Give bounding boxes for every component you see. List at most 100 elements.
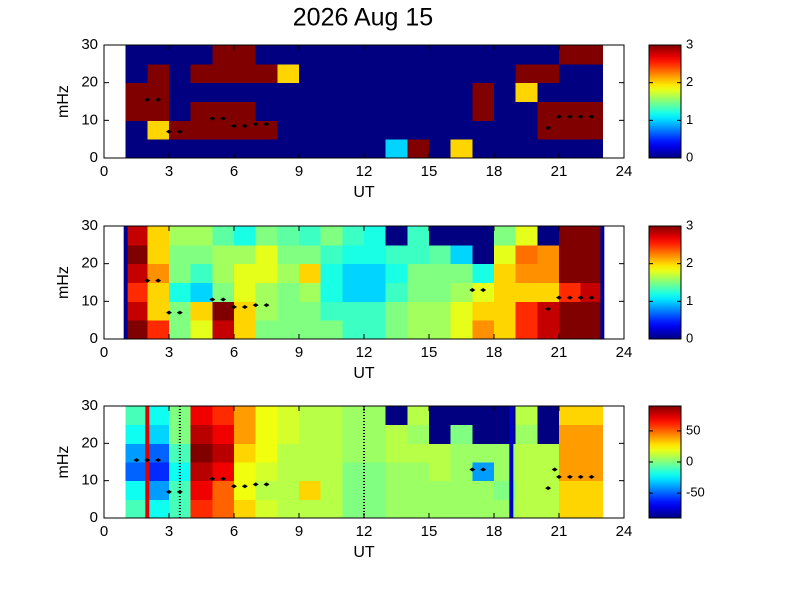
heat-cell bbox=[190, 101, 213, 121]
heat-cell bbox=[212, 499, 235, 519]
colorbar bbox=[648, 44, 682, 159]
heat-cell bbox=[212, 63, 235, 84]
heat-cell bbox=[255, 424, 278, 444]
heat-cell bbox=[299, 82, 322, 102]
heat-cell bbox=[212, 282, 235, 302]
x-tick-label: 6 bbox=[230, 344, 238, 361]
marker bbox=[241, 484, 248, 489]
heat-cell bbox=[429, 462, 452, 482]
heat-cell bbox=[472, 244, 495, 265]
heat-cell bbox=[580, 263, 603, 283]
heat-cell bbox=[234, 499, 257, 519]
heat-cell bbox=[255, 480, 278, 500]
heat-cell bbox=[212, 139, 235, 159]
heat-cell bbox=[364, 263, 387, 283]
heat-cell bbox=[580, 301, 603, 321]
x-tick-label: 3 bbox=[165, 163, 173, 180]
heat-cell bbox=[299, 139, 322, 159]
heat-cell bbox=[429, 301, 452, 321]
heat-cell bbox=[147, 462, 170, 482]
heat-cell bbox=[255, 45, 278, 65]
heat-cell bbox=[320, 301, 343, 321]
heat-cell bbox=[494, 282, 517, 302]
heat-cell bbox=[342, 82, 365, 102]
heat-cell bbox=[364, 462, 387, 482]
heat-cell bbox=[125, 120, 148, 140]
x-tick-label: 12 bbox=[356, 344, 373, 361]
heat-cell bbox=[320, 63, 343, 84]
heat-cell bbox=[277, 480, 300, 500]
marker bbox=[480, 288, 487, 293]
colorbar-tick-label: 1 bbox=[686, 293, 693, 308]
heat-cell bbox=[299, 63, 322, 84]
heat-cell bbox=[125, 320, 148, 340]
y-tick-label: 20 bbox=[81, 434, 98, 451]
heat-cell bbox=[255, 282, 278, 302]
heat-cell bbox=[515, 406, 538, 426]
heat-cell bbox=[342, 101, 365, 121]
heat-cell bbox=[580, 424, 603, 444]
marker bbox=[133, 458, 140, 463]
heat-cell bbox=[277, 244, 300, 265]
y-tick-label: 30 bbox=[81, 36, 98, 53]
heat-cell bbox=[364, 443, 387, 463]
x-tick-label: 9 bbox=[295, 344, 303, 361]
heat-cell bbox=[169, 82, 192, 102]
heat-cell bbox=[429, 120, 452, 140]
heat-cell bbox=[580, 443, 603, 463]
heat-cell bbox=[234, 263, 257, 283]
heat-cell bbox=[450, 320, 473, 340]
heat-cell bbox=[364, 63, 387, 84]
marker bbox=[220, 297, 227, 302]
x-tick-label: 21 bbox=[551, 344, 568, 361]
colorbar-tick-label: 3 bbox=[686, 217, 693, 232]
heat-cell bbox=[125, 226, 148, 246]
x-tick-label: 21 bbox=[551, 523, 568, 540]
heat-cell bbox=[472, 63, 495, 84]
heat-cell bbox=[342, 244, 365, 265]
colorbar-tick-label: 0 bbox=[686, 453, 693, 468]
heat-cell bbox=[450, 226, 473, 246]
chart-title: 2026 Aug 15 bbox=[293, 4, 433, 32]
heat-cell bbox=[407, 101, 430, 121]
heat-cell bbox=[537, 139, 560, 159]
heat-cell bbox=[342, 282, 365, 302]
heat-cell bbox=[234, 480, 257, 500]
heat-cell bbox=[342, 499, 365, 519]
heat-cell bbox=[472, 301, 495, 321]
heat-cell bbox=[212, 244, 235, 265]
heat-cell bbox=[190, 424, 213, 444]
heat-cell bbox=[320, 120, 343, 140]
marker bbox=[252, 122, 259, 127]
heat-cell bbox=[494, 45, 517, 65]
heat-cell bbox=[385, 244, 408, 265]
heat-cell bbox=[190, 320, 213, 340]
heat-cell bbox=[255, 63, 278, 84]
heat-cell bbox=[450, 82, 473, 102]
heat-cell bbox=[494, 301, 517, 321]
heat-cell bbox=[299, 443, 322, 463]
heat-cell bbox=[580, 63, 603, 84]
heat-cell bbox=[559, 244, 582, 265]
heat-cell bbox=[147, 244, 170, 265]
y-tick-label: 10 bbox=[81, 472, 98, 489]
x-tick-label: 18 bbox=[486, 523, 503, 540]
heat-cell bbox=[320, 320, 343, 340]
heat-cell bbox=[494, 263, 517, 283]
heat-cell bbox=[515, 480, 538, 500]
heat-cell bbox=[515, 45, 538, 65]
heat-cell bbox=[212, 443, 235, 463]
heat-cell bbox=[277, 320, 300, 340]
heat-cell bbox=[212, 424, 235, 444]
colorbar bbox=[648, 225, 682, 340]
heat-cell bbox=[515, 282, 538, 302]
heat-cell bbox=[494, 120, 517, 140]
heat-cell bbox=[125, 263, 148, 283]
heat-cell bbox=[342, 263, 365, 283]
heat-cell bbox=[342, 226, 365, 246]
heat-cell bbox=[320, 139, 343, 159]
heat-cell bbox=[320, 82, 343, 102]
heat-cell bbox=[125, 480, 148, 500]
x-tick-label: 18 bbox=[486, 163, 503, 180]
colorbar-tick-label: -50 bbox=[686, 485, 705, 500]
